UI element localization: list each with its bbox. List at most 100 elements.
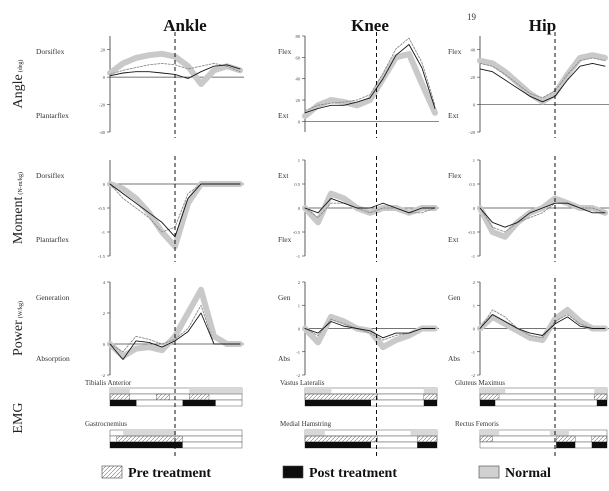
- emg-bar-post: [417, 442, 437, 448]
- lower-direction-label: Abs: [448, 354, 460, 363]
- y-tick-label: -0.5: [98, 206, 106, 211]
- y-tick-label: 0: [473, 327, 476, 332]
- emg-bar-post: [596, 400, 607, 406]
- upper-direction-label: Flex: [278, 47, 292, 56]
- plot-ankle-moment: -1.5 -1 -0.5 0 Dorsiflex Plantarflex: [36, 156, 244, 262]
- y-tick-label: -0.5: [468, 230, 476, 235]
- emg-rectus-femoris: Rectus Femoris: [455, 420, 608, 449]
- series-post-treatment: [304, 197, 436, 214]
- emg-bar-pre: [116, 435, 183, 443]
- series-post-treatment: [479, 202, 606, 228]
- series-normal: [477, 306, 608, 344]
- plot-hip-angle: -20 0 20 40 Flex Ext: [448, 32, 609, 138]
- y-tick-label: -0.5: [293, 230, 301, 235]
- y-tick-label: -20: [469, 130, 476, 135]
- emg-bar-normal: [305, 388, 332, 394]
- y-tick-label: 0: [103, 182, 106, 187]
- row-label-moment: Moment(N-m/kg): [11, 172, 26, 244]
- emg-bar-post: [305, 442, 371, 448]
- upper-direction-label: Gen: [278, 293, 291, 302]
- y-tick-label: -20: [99, 103, 106, 108]
- legend-swatch: [101, 465, 123, 479]
- lower-direction-label: Absorption: [36, 354, 70, 363]
- emg-bar-post: [110, 400, 137, 406]
- plot-knee-power: -2 -1 0 1 2 Gen Abs: [278, 278, 439, 381]
- emg-muscle-label: Gastrocnemius: [85, 420, 127, 428]
- emg-bar-pre: [423, 393, 438, 401]
- lower-direction-label: Plantarflex: [36, 111, 69, 120]
- plot-hip-moment: -1 -0.5 0 0.5 1 Flex Ext: [448, 156, 609, 262]
- joint-title-knee: Knee: [351, 16, 389, 35]
- emg-bar-normal: [480, 430, 500, 436]
- series-normal: [302, 51, 438, 119]
- y-tick-label: 0: [103, 75, 106, 80]
- emg-bar-post: [591, 442, 607, 448]
- upper-direction-label: Gen: [448, 293, 461, 302]
- plot-hip-power: -2 -1 0 1 2 Gen Abs: [448, 278, 609, 381]
- emg-muscle-label: Medial Hamstring: [280, 420, 332, 428]
- emg-vastus-lateralis: Vastus Lateralis: [280, 379, 438, 407]
- series-post-treatment: [109, 312, 241, 360]
- emg-bar-pre: [188, 393, 210, 401]
- y-tick-label: -40: [99, 130, 106, 135]
- emg-bar-pre: [109, 393, 130, 401]
- row-label-power: Power(W/kg): [11, 301, 26, 356]
- emg-hip: Gluteus Maximus Rectus Femoris: [455, 379, 608, 456]
- y-tick-label: 2: [103, 311, 105, 316]
- emg-muscle-label: Rectus Femoris: [455, 420, 499, 428]
- emg-bar-pre: [479, 393, 500, 401]
- emg-track-post: [479, 399, 608, 407]
- y-tick-label: 0: [473, 206, 476, 211]
- y-tick-label: 40: [471, 48, 476, 53]
- y-tick-label: 0: [473, 103, 476, 108]
- series-normal: [302, 313, 438, 351]
- row-label-angle: Angle(deg): [11, 60, 26, 109]
- legend: Pre treatment Post treatment Normal: [101, 465, 551, 481]
- series-pre-treatment: [304, 37, 436, 112]
- series-post-treatment: [479, 62, 606, 103]
- emg-muscle-label: Gluteus Maximus: [455, 379, 505, 387]
- y-tick-label: 0.5: [294, 182, 300, 187]
- emg-medial-hamstring: Medial Hamstring: [280, 420, 438, 449]
- plot-ankle-angle: -40 -20 0 20 Dorsiflex Plantarflex: [36, 32, 244, 138]
- emg-bar-post: [182, 400, 216, 406]
- upper-direction-label: Dorsiflex: [36, 47, 65, 56]
- emg-bar-pre: [556, 435, 576, 443]
- emg-track-post: [479, 441, 608, 449]
- emg-bar-normal: [110, 388, 130, 394]
- legend-swatch: [282, 465, 304, 479]
- lower-direction-label: Ext: [448, 235, 459, 244]
- emg-bar-pre: [591, 435, 608, 443]
- series-pre-treatment: [479, 57, 606, 99]
- emg-bar-normal: [305, 430, 325, 436]
- joint-title-ankle: Ankle: [163, 16, 207, 35]
- emg-bar-normal: [410, 430, 437, 436]
- emg-bar-normal: [549, 430, 569, 436]
- y-tick-label: -2: [296, 373, 300, 378]
- upper-direction-label: Flex: [448, 171, 462, 180]
- y-tick-label: 1: [298, 303, 300, 308]
- y-tick-label: 40: [296, 77, 301, 82]
- legend-swatch: [478, 465, 500, 479]
- y-tick-label: 0.5: [469, 182, 475, 187]
- emg-bar-normal: [480, 388, 506, 394]
- emg-bar-post: [110, 442, 183, 448]
- series-normal: [477, 52, 608, 105]
- y-tick-label: 0: [298, 119, 301, 124]
- y-tick-label: 1: [473, 303, 475, 308]
- series-pre-treatment: [109, 62, 241, 75]
- lower-direction-label: Plantarflex: [36, 235, 69, 244]
- plot-ankle-power: -2 0 2 4 Generation Absorption: [36, 278, 244, 381]
- emg-tibialis-anterior: Tibialis Anterior: [85, 379, 243, 407]
- emg-bar-post: [423, 400, 437, 406]
- y-tick-label: 0: [298, 327, 301, 332]
- emg-gluteus-maximus: Gluteus Maximus: [455, 379, 608, 407]
- emg-muscle-label: Vastus Lateralis: [280, 379, 325, 387]
- emg-bar-post: [556, 442, 576, 448]
- emg-gastrocnemius: Gastrocnemius: [85, 420, 243, 449]
- emg-bar-pre: [594, 393, 608, 401]
- legend-item-pre-treatment: Pre treatment: [101, 465, 211, 481]
- y-tick-label: -1: [471, 254, 475, 259]
- emg-muscle-label: Tibialis Anterior: [85, 379, 132, 387]
- y-tick-label: -2: [101, 373, 105, 378]
